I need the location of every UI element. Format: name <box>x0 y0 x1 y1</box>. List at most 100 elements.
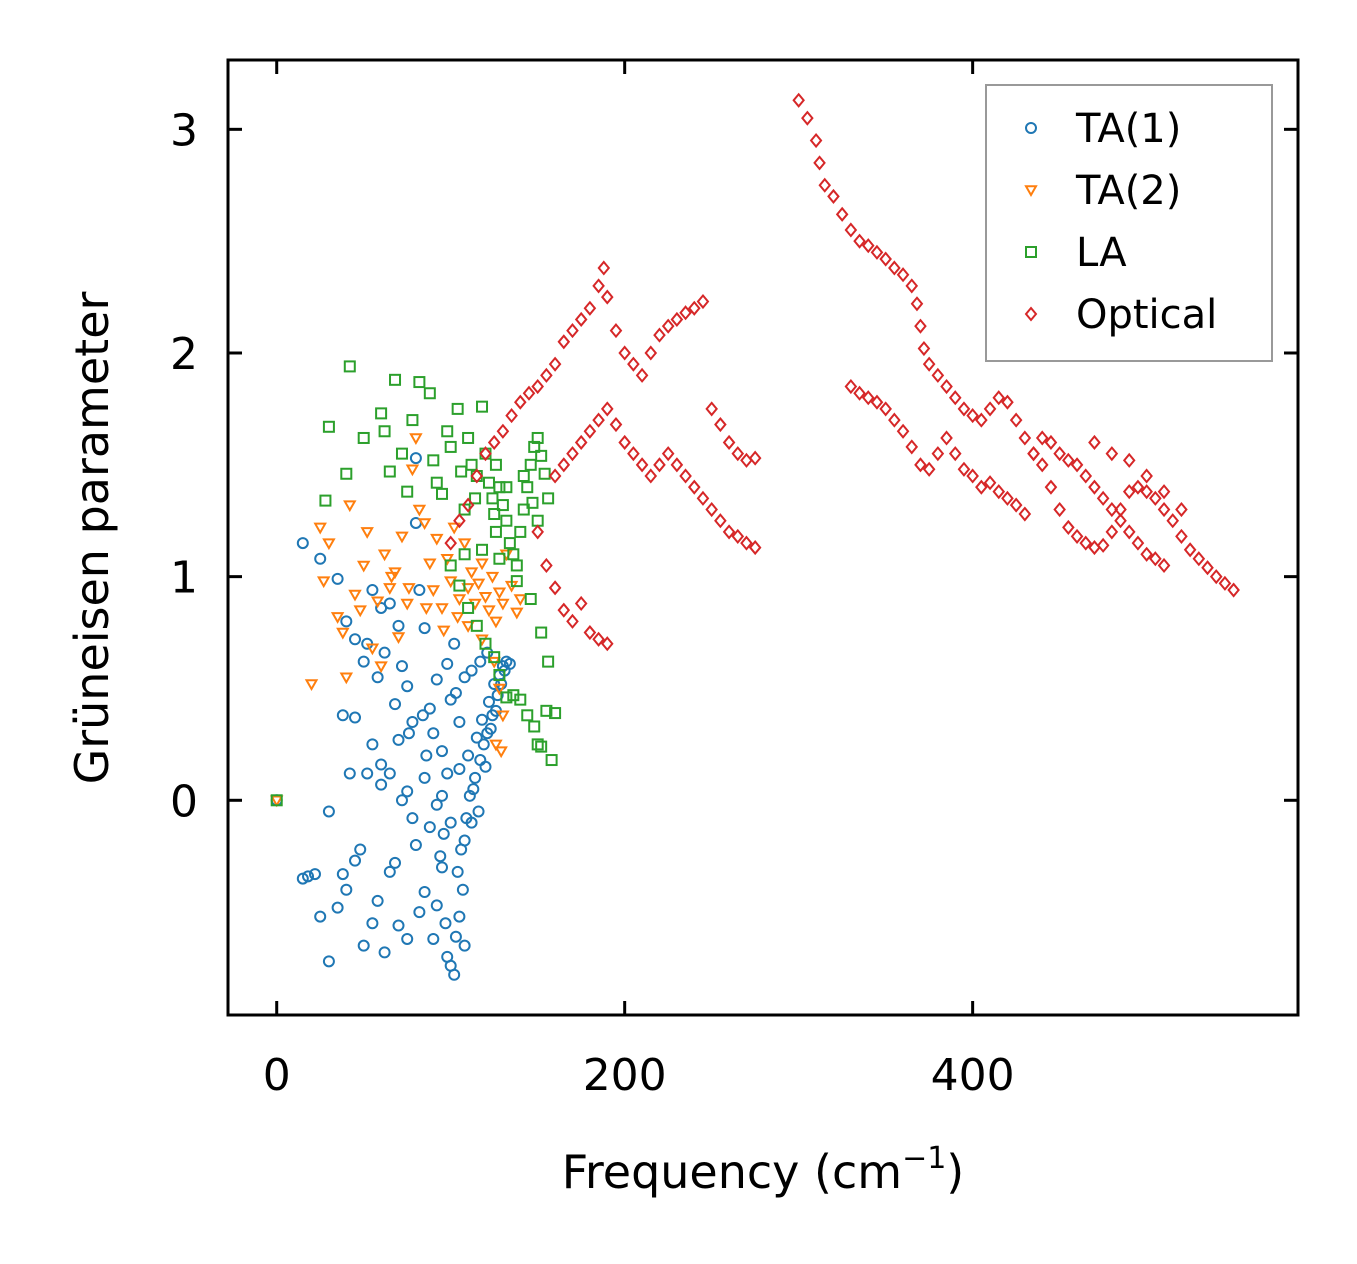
data-point <box>349 633 362 646</box>
data-point <box>1088 479 1101 495</box>
data-point <box>1105 524 1119 540</box>
data-point <box>592 631 605 647</box>
data-point <box>462 749 475 762</box>
data-point <box>714 416 727 433</box>
data-point <box>392 919 405 932</box>
data-point <box>383 865 396 878</box>
data-point <box>494 746 508 759</box>
data-point <box>427 727 440 740</box>
data-point <box>458 548 471 561</box>
data-point <box>430 533 444 546</box>
data-point <box>496 499 509 512</box>
data-point <box>375 407 388 420</box>
data-point <box>513 394 527 410</box>
data-point <box>453 716 466 729</box>
data-point <box>557 457 571 473</box>
data-point <box>722 524 736 540</box>
data-point <box>460 812 473 825</box>
data-point <box>517 503 530 516</box>
data-point <box>879 251 892 267</box>
data-point <box>392 619 405 632</box>
data-point <box>389 856 402 869</box>
data-point <box>436 745 448 758</box>
data-point <box>314 910 327 923</box>
data-point <box>430 798 443 811</box>
data-point <box>339 672 354 685</box>
data-point <box>1088 434 1101 451</box>
data-point <box>696 490 710 506</box>
data-point <box>475 558 489 571</box>
data-point <box>357 939 370 952</box>
data-point <box>455 465 468 478</box>
data-point <box>609 416 623 433</box>
data-point <box>500 481 513 494</box>
data-point <box>1018 506 1032 522</box>
data-point <box>531 738 544 751</box>
data-point <box>476 543 489 556</box>
data-point <box>813 155 826 171</box>
data-point <box>330 612 345 624</box>
data-point <box>486 492 499 505</box>
data-point <box>448 637 461 650</box>
data-point <box>948 446 962 462</box>
data-point <box>402 727 415 740</box>
data-point <box>405 464 420 477</box>
data-point <box>896 423 910 439</box>
data-point <box>489 616 503 629</box>
data-point <box>1166 513 1180 529</box>
data-point <box>1001 490 1014 506</box>
data-point <box>449 930 462 943</box>
data-point <box>427 454 440 467</box>
data-point <box>835 206 849 222</box>
data-point <box>360 527 374 539</box>
data-point <box>418 885 431 898</box>
data-point <box>503 537 516 550</box>
data-point <box>566 323 579 339</box>
data-point <box>896 267 910 283</box>
data-point <box>526 496 539 509</box>
data-point <box>1096 537 1110 553</box>
data-point <box>461 621 475 633</box>
data-point <box>1053 501 1066 518</box>
data-point <box>809 132 823 149</box>
legend-marker <box>1024 306 1038 322</box>
data-point <box>492 683 507 696</box>
data-point <box>514 525 527 538</box>
data-point <box>644 468 658 484</box>
data-point <box>462 431 475 444</box>
data-point <box>540 557 553 574</box>
data-point <box>1070 457 1084 473</box>
data-point <box>430 673 443 686</box>
data-point <box>401 785 414 798</box>
data-point <box>489 739 503 752</box>
data-point <box>513 594 528 607</box>
data-point <box>1140 546 1153 562</box>
data-point <box>1122 484 1136 500</box>
data-point <box>574 311 588 327</box>
data-point <box>378 425 391 438</box>
data-point <box>679 305 692 321</box>
data-point <box>493 669 506 682</box>
legend-marker <box>1025 246 1037 258</box>
data-point <box>1157 484 1171 500</box>
data-point <box>458 939 471 952</box>
data-point <box>1105 446 1119 462</box>
data-point <box>451 865 464 878</box>
data-point <box>1175 501 1188 518</box>
data-point <box>600 636 614 652</box>
data-point <box>413 906 426 919</box>
data-point <box>861 238 875 254</box>
data-point <box>482 605 496 618</box>
data-point <box>354 843 367 856</box>
data-point <box>436 789 448 802</box>
data-point <box>356 560 371 573</box>
data-point <box>409 452 422 465</box>
data-point <box>395 794 408 807</box>
data-point <box>485 571 500 584</box>
x-axis-title-superscript: −1 <box>902 1141 946 1176</box>
data-point <box>340 615 353 628</box>
data-point <box>423 821 436 834</box>
data-point <box>322 420 335 433</box>
legend: TA(1) TA(2) LA Optical <box>985 84 1273 362</box>
data-point <box>531 378 544 395</box>
